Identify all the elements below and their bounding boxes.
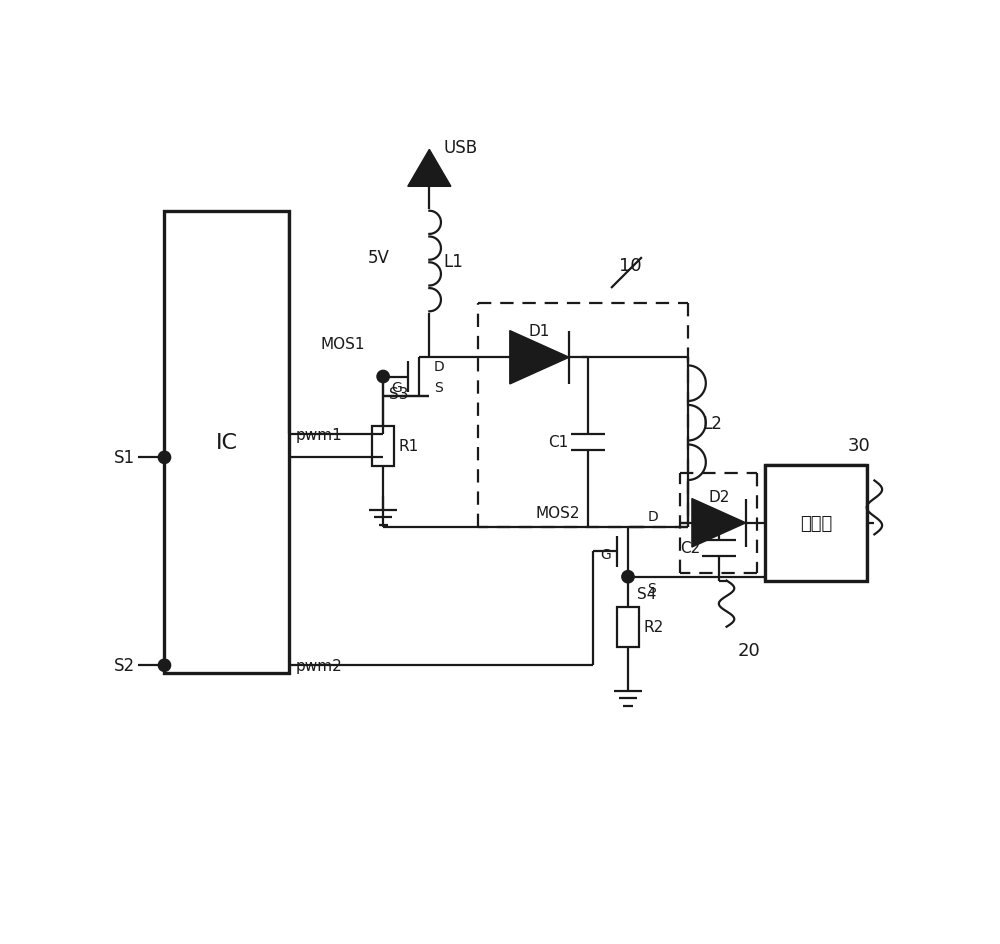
Text: IC: IC bbox=[216, 432, 238, 452]
Text: MOS2: MOS2 bbox=[536, 506, 580, 521]
Circle shape bbox=[158, 660, 171, 672]
Text: 30: 30 bbox=[847, 436, 870, 454]
Bar bbox=[617, 607, 639, 647]
Text: D: D bbox=[434, 360, 445, 374]
Bar bbox=[164, 211, 289, 673]
Text: MOS1: MOS1 bbox=[320, 337, 365, 352]
Polygon shape bbox=[692, 499, 746, 548]
Text: D2: D2 bbox=[708, 489, 730, 504]
Text: G: G bbox=[600, 548, 611, 562]
Text: R2: R2 bbox=[643, 619, 664, 634]
Text: R1: R1 bbox=[399, 439, 419, 454]
Text: D1: D1 bbox=[529, 324, 550, 339]
Text: S2: S2 bbox=[114, 657, 135, 675]
Text: USB: USB bbox=[443, 139, 477, 157]
Polygon shape bbox=[510, 331, 569, 384]
Text: 5V: 5V bbox=[368, 249, 390, 267]
Circle shape bbox=[622, 571, 634, 583]
Text: 换能片: 换能片 bbox=[800, 514, 832, 532]
Text: 20: 20 bbox=[738, 641, 761, 659]
Circle shape bbox=[158, 452, 171, 464]
Text: S1: S1 bbox=[114, 449, 135, 467]
Text: 10: 10 bbox=[619, 257, 641, 275]
Text: S: S bbox=[647, 581, 656, 595]
Text: S: S bbox=[434, 380, 443, 395]
Polygon shape bbox=[408, 150, 451, 187]
Text: S4: S4 bbox=[637, 586, 657, 601]
Text: L2: L2 bbox=[702, 414, 722, 432]
Text: L1: L1 bbox=[443, 253, 463, 271]
Text: D: D bbox=[647, 509, 658, 523]
Text: C2: C2 bbox=[680, 540, 701, 555]
Text: S3: S3 bbox=[389, 386, 409, 401]
Text: C1: C1 bbox=[548, 435, 568, 450]
Text: pwm2: pwm2 bbox=[295, 658, 342, 673]
Bar bbox=[372, 427, 394, 466]
Text: pwm1: pwm1 bbox=[295, 428, 342, 443]
Circle shape bbox=[377, 371, 389, 383]
Bar bbox=[765, 465, 867, 581]
Text: G: G bbox=[391, 380, 402, 395]
